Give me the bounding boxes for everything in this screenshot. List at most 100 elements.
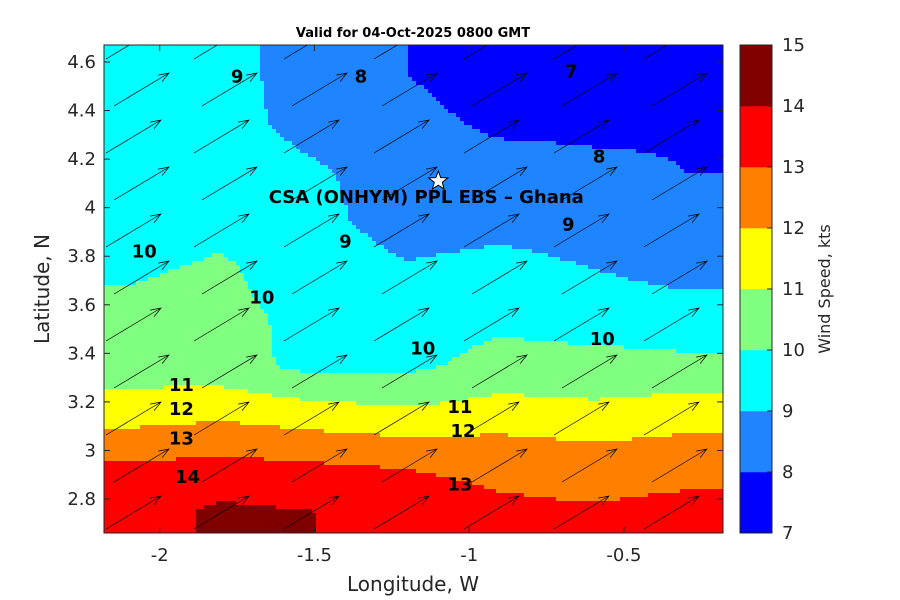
contour-fill-cell xyxy=(532,157,537,162)
contour-fill-cell xyxy=(352,93,357,98)
contour-fill-cell xyxy=(452,61,457,66)
contour-fill-cell xyxy=(308,45,313,50)
contour-fill-cell xyxy=(448,161,453,166)
contour-fill-cell xyxy=(168,173,173,178)
contour-fill-cell xyxy=(240,49,245,54)
contour-fill-cell xyxy=(592,133,597,138)
contour-fill-cell xyxy=(236,53,241,58)
contour-fill-cell xyxy=(556,61,561,66)
contour-fill-cell xyxy=(124,89,129,94)
contour-fill-cell xyxy=(660,89,665,94)
contour-fill-cell xyxy=(488,49,493,54)
contour-fill-cell xyxy=(584,149,589,154)
contour-fill-cell xyxy=(212,157,217,162)
contour-fill-cell xyxy=(312,105,317,110)
contour-fill-cell xyxy=(312,125,317,130)
contour-fill-cell xyxy=(328,165,333,170)
contour-fill-cell xyxy=(544,81,549,86)
contour-fill-cell xyxy=(460,113,465,118)
contour-fill-cell xyxy=(344,73,349,78)
contour-fill-cell xyxy=(584,69,589,74)
contour-fill-cell xyxy=(340,53,345,58)
contour-fill-cell xyxy=(272,125,277,130)
contour-fill-cell xyxy=(680,97,685,102)
contour-fill-cell xyxy=(556,165,561,170)
contour-fill-cell xyxy=(356,133,361,138)
contour-fill-cell xyxy=(644,49,649,54)
contour-fill-cell xyxy=(352,73,357,78)
contour-fill-cell xyxy=(380,57,385,62)
contour-fill-cell xyxy=(664,105,669,110)
contour-fill-cell xyxy=(140,65,145,70)
contour-fill-cell xyxy=(572,85,577,90)
contour-fill-cell xyxy=(196,121,201,126)
contour-fill-cell xyxy=(576,149,581,154)
contour-fill-cell xyxy=(344,117,349,122)
contour-fill-cell xyxy=(416,73,421,78)
contour-fill-cell xyxy=(688,49,693,54)
contour-fill-cell xyxy=(444,157,449,162)
contour-fill-cell xyxy=(240,141,245,146)
contour-fill-cell xyxy=(428,149,433,154)
contour-fill-cell xyxy=(372,141,377,146)
contour-fill-cell xyxy=(616,129,621,134)
contour-fill-cell xyxy=(120,89,125,94)
contour-fill-cell xyxy=(448,137,453,142)
contour-fill-cell xyxy=(404,117,409,122)
contour-fill-cell xyxy=(160,157,165,162)
contour-fill-cell xyxy=(384,141,389,146)
contour-fill-cell xyxy=(264,141,269,146)
contour-fill-cell xyxy=(680,45,685,50)
contour-fill-cell xyxy=(172,65,177,70)
contour-fill-cell xyxy=(604,53,609,58)
contour-fill-cell xyxy=(340,109,345,114)
contour-fill-cell xyxy=(148,173,153,178)
contour-fill-cell xyxy=(488,113,493,118)
contour-fill-cell xyxy=(120,93,125,98)
contour-fill-cell xyxy=(468,153,473,158)
contour-fill-cell xyxy=(408,77,413,82)
contour-fill-cell xyxy=(576,169,581,174)
contour-fill-cell xyxy=(412,133,417,138)
contour-fill-cell xyxy=(192,49,197,54)
contour-fill-cell xyxy=(444,125,449,130)
contour-fill-cell xyxy=(148,145,153,150)
contour-fill-cell xyxy=(716,137,721,142)
contour-fill-cell xyxy=(316,85,321,90)
contour-fill-cell xyxy=(540,69,545,74)
contour-fill-cell xyxy=(340,137,345,142)
contour-fill-cell xyxy=(176,97,181,102)
contour-fill-cell xyxy=(468,69,473,74)
contour-fill-cell xyxy=(260,49,265,54)
contour-fill-cell xyxy=(420,153,425,158)
contour-fill-cell xyxy=(332,97,337,102)
contour-fill-cell xyxy=(564,73,569,78)
contour-fill-cell xyxy=(508,169,513,174)
contour-fill-cell xyxy=(112,69,117,74)
contour-fill-cell xyxy=(404,45,409,50)
contour-fill-cell xyxy=(456,97,461,102)
contour-fill-cell xyxy=(640,85,645,90)
contour-fill-cell xyxy=(120,81,125,86)
contour-fill-cell xyxy=(624,137,629,142)
contour-fill-cell xyxy=(352,121,357,126)
contour-fill-cell xyxy=(228,153,233,158)
contour-fill-cell xyxy=(368,65,373,70)
contour-fill-cell xyxy=(236,109,241,114)
contour-fill-cell xyxy=(488,157,493,162)
contour-fill-cell xyxy=(264,157,269,162)
contour-fill-cell xyxy=(604,117,609,122)
contour-fill-cell xyxy=(704,105,709,110)
contour-fill-cell xyxy=(308,129,313,134)
contour-fill-cell xyxy=(712,113,717,118)
contour-fill-cell xyxy=(520,129,525,134)
contour-fill-cell xyxy=(292,113,297,118)
contour-fill-cell xyxy=(208,169,213,174)
contour-fill-cell xyxy=(112,77,117,82)
contour-fill-cell xyxy=(172,173,177,178)
contour-fill-cell xyxy=(692,125,697,130)
contour-fill-cell xyxy=(328,105,333,110)
contour-fill-cell xyxy=(624,85,629,90)
contour-fill-cell xyxy=(252,161,257,166)
contour-fill-cell xyxy=(296,165,301,170)
